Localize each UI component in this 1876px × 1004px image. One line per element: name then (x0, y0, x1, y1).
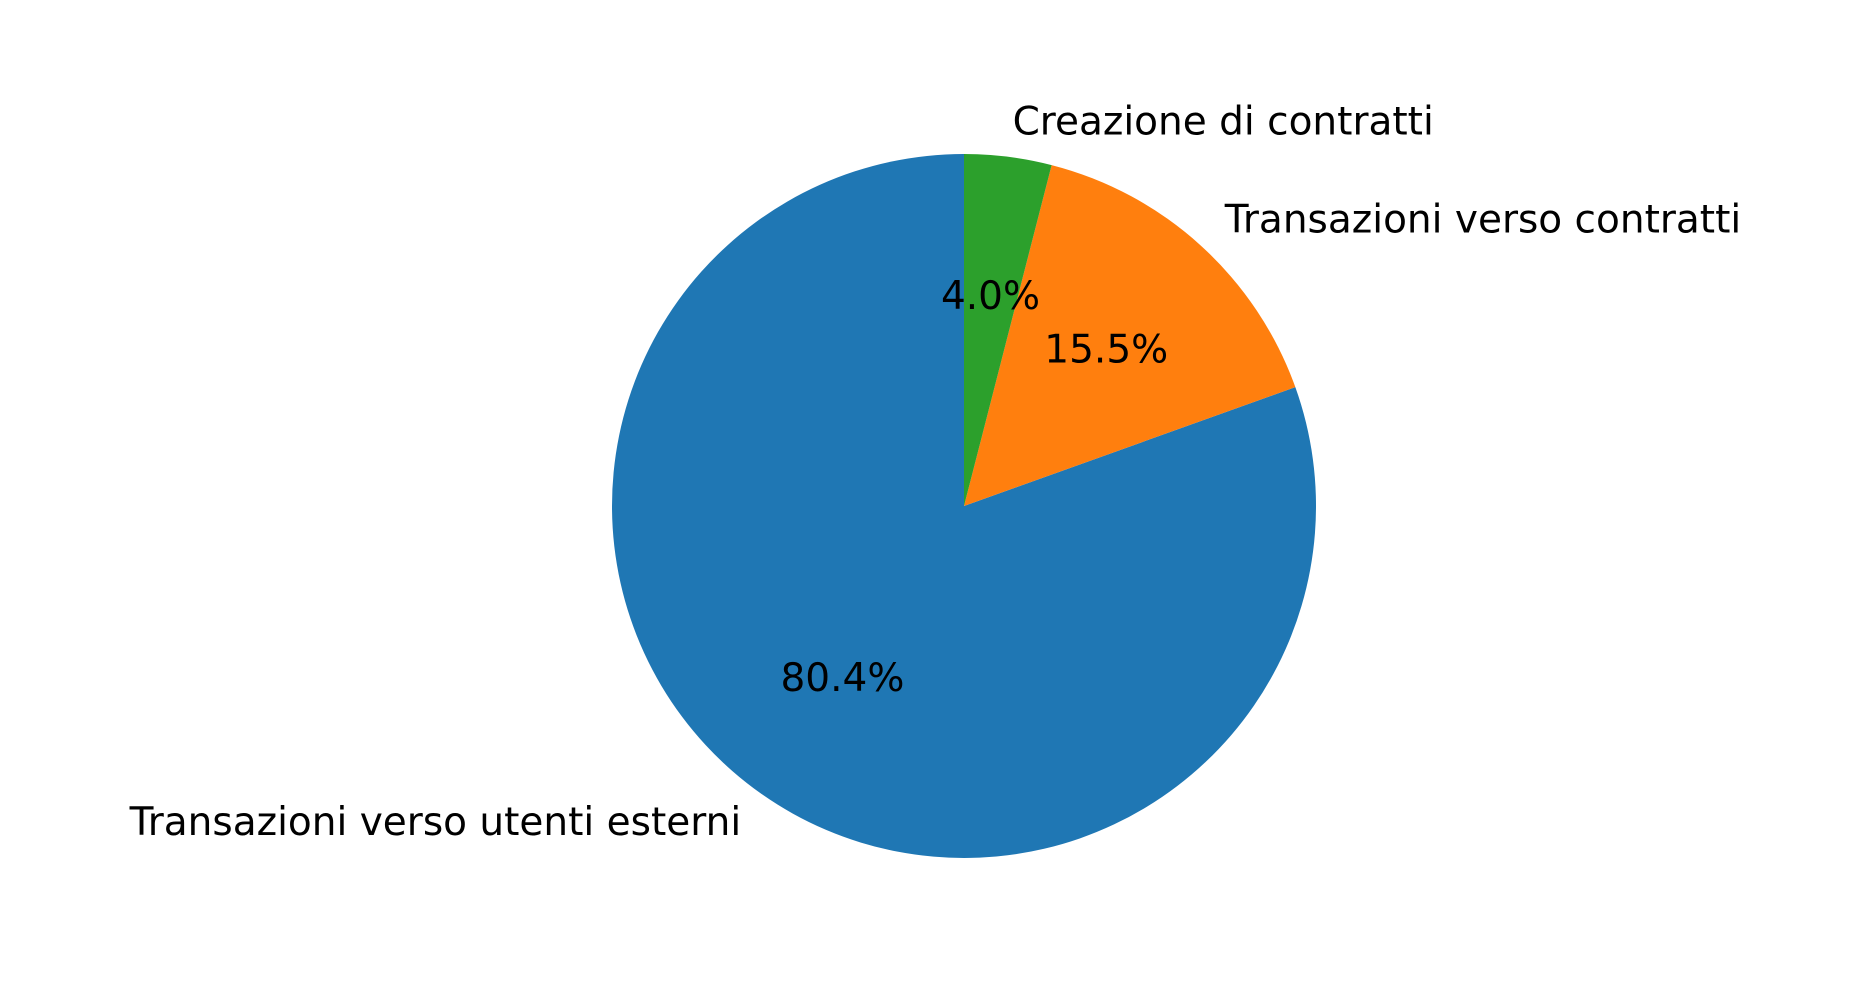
slice-label-transazioni-verso-contratti: Transazioni verso contratti (1224, 197, 1741, 242)
pie-slice-creazione-di-contratti (964, 154, 1052, 506)
slice-label-creazione-di-contratti: Creazione di contratti (1013, 99, 1434, 144)
slice-label-transazioni-verso-utenti-esterni: Transazioni verso utenti esterni (129, 800, 742, 845)
pie-slice-transazioni-verso-contratti (964, 165, 1296, 507)
slice-percent-transazioni-verso-utenti-esterni: 80.4% (780, 656, 904, 701)
pie-slices (612, 154, 1316, 858)
slice-percent-transazioni-verso-contratti: 15.5% (1044, 327, 1168, 372)
slice-percent-creazione-di-contratti: 4.0% (941, 274, 1040, 319)
pie-labels: Transazioni verso utenti esterni 80.4% Tra… (129, 99, 1742, 845)
